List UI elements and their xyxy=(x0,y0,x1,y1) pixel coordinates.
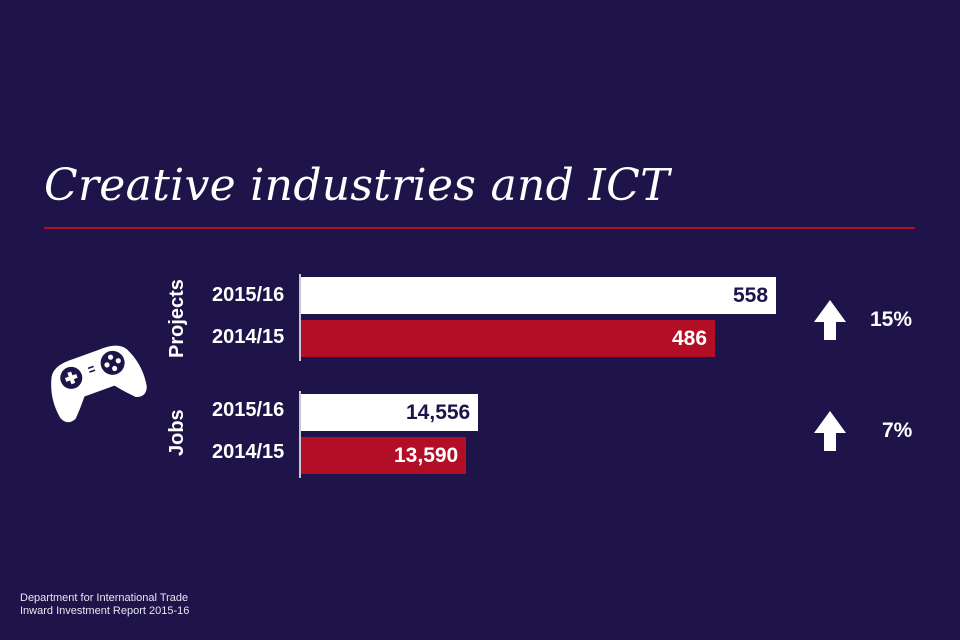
game-controller-icon xyxy=(51,345,147,423)
axis-line xyxy=(299,274,301,361)
arrow-up-icon xyxy=(814,300,846,340)
footer-department: Department for International Trade xyxy=(20,592,189,604)
category-label: 2015/16 xyxy=(212,284,285,306)
bar-projects-2014-15 xyxy=(301,320,715,357)
change-label-projects: 15% xyxy=(870,308,913,331)
category-label: 2015/16 xyxy=(212,399,285,421)
value-label-jobs-2014-15: 13,590 xyxy=(394,444,459,467)
bar-projects-2015-16 xyxy=(301,277,776,314)
value-label-projects-2014-15: 486 xyxy=(672,327,708,350)
group-label-projects: Projects xyxy=(166,279,188,358)
page-title: Creative industries and ICT xyxy=(44,160,670,211)
title-divider xyxy=(44,227,915,229)
bar-jobs-2015-16 xyxy=(301,394,478,431)
arrow-up-icon xyxy=(814,411,846,451)
category-label: 2014/15 xyxy=(212,326,285,348)
footer-report: Inward Investment Report 2015-16 xyxy=(20,605,190,617)
value-label-projects-2015-16: 558 xyxy=(733,284,769,307)
axis-line xyxy=(299,391,301,478)
value-label-jobs-2015-16: 14,556 xyxy=(406,401,471,424)
change-label-jobs: 7% xyxy=(882,419,913,442)
group-label-jobs: Jobs xyxy=(166,409,188,456)
bar-jobs-2014-15 xyxy=(301,437,466,474)
category-label: 2014/15 xyxy=(212,441,285,463)
footer: Department for International Trade Inwar… xyxy=(20,592,189,618)
